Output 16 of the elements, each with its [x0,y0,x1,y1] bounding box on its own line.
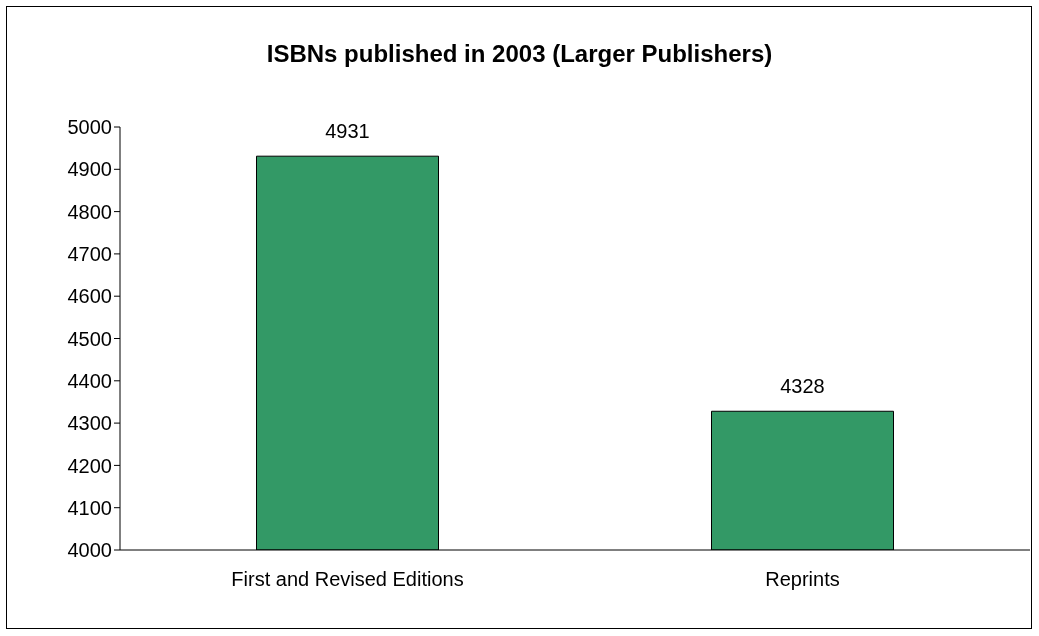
y-tick-label: 4800 [67,200,112,223]
x-tick-label: Reprints [765,568,840,591]
y-tick-label: 4000 [67,539,112,562]
y-tick-label: 4900 [67,158,112,181]
x-tick-label: First and Revised Editions [231,568,464,591]
y-tick-label: 4600 [67,285,112,308]
y-tick-label: 4500 [67,327,112,350]
y-tick-label: 4200 [67,454,112,477]
y-tick-label: 5000 [67,116,112,139]
y-tick-label: 4700 [67,243,112,265]
data-label: 4931 [325,120,370,143]
y-tick-label: 4400 [67,369,112,392]
chart-title: ISBNs published in 2003 (Larger Publishers) [265,40,774,68]
y-tick-label: 4100 [67,496,112,519]
data-label: 4328 [780,375,825,398]
y-tick-label: 4300 [67,412,112,435]
